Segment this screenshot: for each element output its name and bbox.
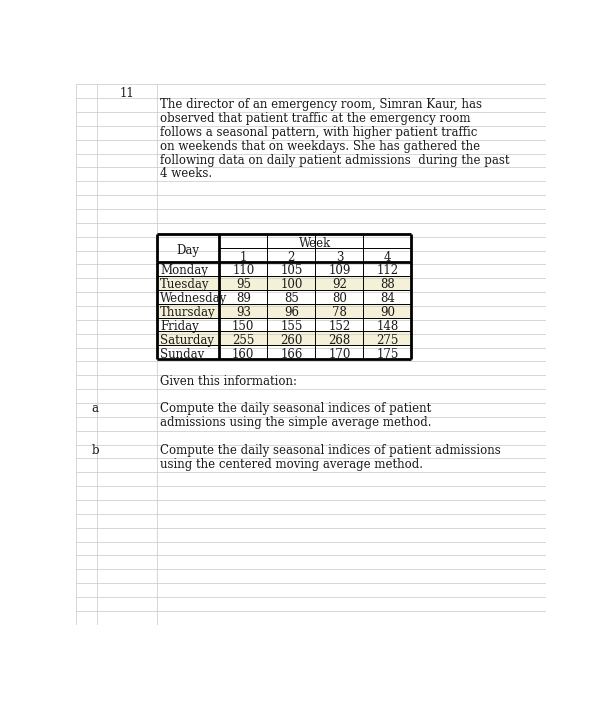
Text: Monday: Monday [160, 265, 208, 277]
Text: 96: 96 [284, 306, 299, 319]
Text: observed that patient traffic at the emergency room: observed that patient traffic at the eme… [160, 112, 470, 125]
Text: Wednesday: Wednesday [160, 292, 228, 305]
Text: Day: Day [177, 244, 200, 258]
Text: The director of an emergency room, Simran Kaur, has: The director of an emergency room, Simra… [160, 98, 481, 111]
Text: Saturday: Saturday [160, 333, 214, 347]
Text: 268: 268 [328, 333, 350, 347]
Text: using the centered moving average method.: using the centered moving average method… [160, 458, 422, 470]
Text: 2: 2 [288, 251, 295, 263]
Text: 93: 93 [236, 306, 251, 319]
Text: 155: 155 [280, 320, 302, 333]
Text: 84: 84 [380, 292, 395, 305]
Text: 92: 92 [332, 278, 347, 291]
Text: Tuesday: Tuesday [160, 278, 210, 291]
Text: 4 weeks.: 4 weeks. [160, 167, 212, 180]
Text: 255: 255 [232, 333, 254, 347]
Text: Sunday: Sunday [160, 347, 205, 361]
Text: 150: 150 [232, 320, 254, 333]
Text: 11: 11 [119, 87, 134, 100]
Bar [157, 304, 412, 317]
Text: b: b [92, 444, 99, 457]
Text: 152: 152 [328, 320, 350, 333]
Bar [157, 331, 412, 345]
Text: 90: 90 [380, 306, 395, 319]
Text: 1: 1 [240, 251, 247, 263]
Text: Week: Week [299, 237, 331, 250]
Text: following data on daily patient admissions  during the past: following data on daily patient admissio… [160, 154, 509, 166]
Text: 100: 100 [280, 278, 302, 291]
Text: 275: 275 [376, 333, 399, 347]
Text: 112: 112 [376, 265, 398, 277]
Text: admissions using the simple average method.: admissions using the simple average meth… [160, 416, 431, 429]
Text: 109: 109 [328, 265, 351, 277]
Text: 148: 148 [376, 320, 399, 333]
Text: 4: 4 [384, 251, 391, 263]
Bar [157, 276, 412, 290]
Text: 95: 95 [236, 278, 251, 291]
Text: on weekends that on weekdays. She has gathered the: on weekends that on weekdays. She has ga… [160, 140, 480, 152]
Text: 110: 110 [232, 265, 254, 277]
Text: 160: 160 [232, 347, 254, 361]
Text: 175: 175 [376, 347, 399, 361]
Text: 80: 80 [332, 292, 347, 305]
Text: 85: 85 [284, 292, 299, 305]
Text: Compute the daily seasonal indices of patient admissions: Compute the daily seasonal indices of pa… [160, 444, 500, 457]
Text: Thursday: Thursday [160, 306, 216, 319]
Text: 88: 88 [380, 278, 395, 291]
Text: 78: 78 [332, 306, 347, 319]
Text: 260: 260 [280, 333, 302, 347]
Text: 3: 3 [336, 251, 343, 263]
Text: Compute the daily seasonal indices of patient: Compute the daily seasonal indices of pa… [160, 402, 431, 416]
Text: 170: 170 [328, 347, 351, 361]
Text: 166: 166 [280, 347, 302, 361]
Text: 105: 105 [280, 265, 302, 277]
Text: follows a seasonal pattern, with higher patient traffic: follows a seasonal pattern, with higher … [160, 126, 477, 139]
Text: Given this information:: Given this information: [160, 375, 297, 388]
Text: 89: 89 [236, 292, 251, 305]
Text: Friday: Friday [160, 320, 199, 333]
Text: a: a [92, 402, 98, 416]
